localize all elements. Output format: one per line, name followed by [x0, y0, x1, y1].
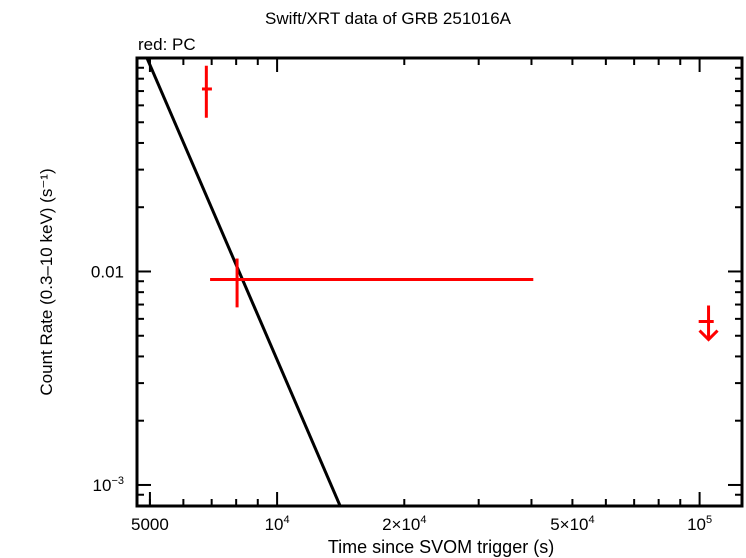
plot-frame	[135, 56, 744, 508]
data-series-pc	[145, 58, 719, 506]
x-tick-label: 2×104	[382, 514, 426, 534]
x-axis-ticks: 5000 104 2×104 5×104 105	[131, 58, 712, 534]
x-tick-label: 105	[687, 514, 712, 534]
legend-note: red: PC	[138, 35, 196, 54]
model-fit-line	[145, 58, 342, 506]
y-axis-ticks: 0.01 10−3	[91, 57, 742, 507]
y-tick-label: 0.01	[91, 262, 124, 281]
x-tick-label: 104	[265, 514, 290, 534]
upper-limit-arrow-icon	[698, 329, 719, 342]
y-tick-label: 10−3	[93, 475, 124, 495]
x-tick-label: 5×104	[550, 514, 594, 534]
chart-title: Swift/XRT data of GRB 251016A	[265, 9, 512, 28]
y-axis-label: Count Rate (0.3–10 keV) (s⁻¹)	[37, 168, 56, 395]
x-axis-label: Time since SVOM trigger (s)	[328, 537, 554, 557]
x-tick-label: 5000	[131, 515, 169, 534]
